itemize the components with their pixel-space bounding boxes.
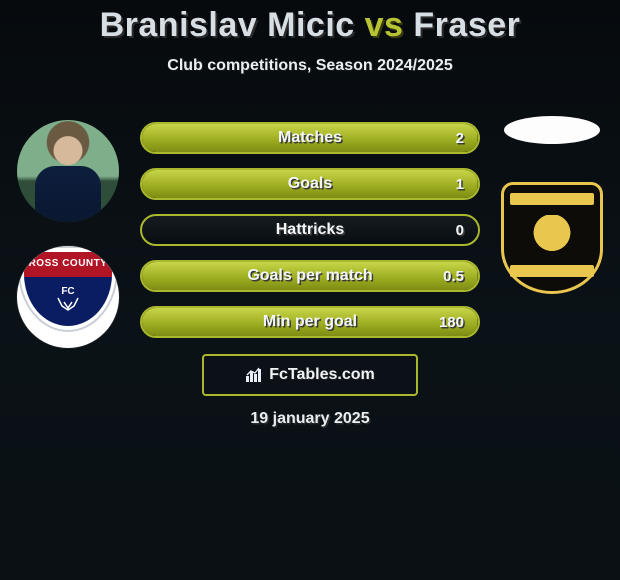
stat-label: Min per goal <box>198 313 422 331</box>
team1-name: ROSS COUNTY <box>20 258 116 269</box>
stat-value-right: 0.5 <box>422 268 478 285</box>
player1-avatar <box>17 120 119 222</box>
comparison-card: Branislav Micic vs Fraser Club competiti… <box>0 0 620 580</box>
stat-label: Goals <box>198 175 422 193</box>
stat-label: Matches <box>198 129 422 147</box>
date-label: 19 january 2025 <box>0 410 620 428</box>
right-column <box>492 120 612 294</box>
stat-row: Hattricks0 <box>140 214 480 246</box>
stat-row: Goals per match0.5 <box>140 260 480 292</box>
page-title: Branislav Micic vs Fraser <box>0 0 620 45</box>
player1-name: Branislav Micic <box>100 6 355 44</box>
team2-crest-icon <box>532 215 572 259</box>
vs-label: vs <box>365 6 404 44</box>
team1-badge-wrap: ROSS COUNTY FC <box>17 246 119 348</box>
team2-badge <box>501 182 603 294</box>
left-column: ROSS COUNTY FC <box>8 120 128 372</box>
team2-banner-bottom <box>510 265 594 277</box>
stat-value-right: 2 <box>422 130 478 147</box>
player2-placeholder <box>504 116 600 144</box>
stat-value-right: 0 <box>422 222 478 239</box>
stats-list: Matches2Goals1Hattricks0Goals per match0… <box>140 122 480 352</box>
stat-row: Matches2 <box>140 122 480 154</box>
bars-icon <box>245 367 263 383</box>
stat-value-right: 1 <box>422 176 478 193</box>
stat-label: Hattricks <box>198 221 422 239</box>
team2-banner-top <box>510 193 594 205</box>
stat-row: Goals1 <box>140 168 480 200</box>
team1-badge: ROSS COUNTY FC <box>18 246 118 332</box>
stat-row: Min per goal180 <box>140 306 480 338</box>
brand-box[interactable]: FcTables.com <box>202 354 418 396</box>
subtitle: Club competitions, Season 2024/2025 <box>0 57 620 75</box>
stat-value-right: 180 <box>422 314 478 331</box>
brand-text: FcTables.com <box>269 366 375 384</box>
stat-label: Goals per match <box>198 267 422 285</box>
stag-icon <box>54 296 82 320</box>
player2-name: Fraser <box>413 6 520 44</box>
